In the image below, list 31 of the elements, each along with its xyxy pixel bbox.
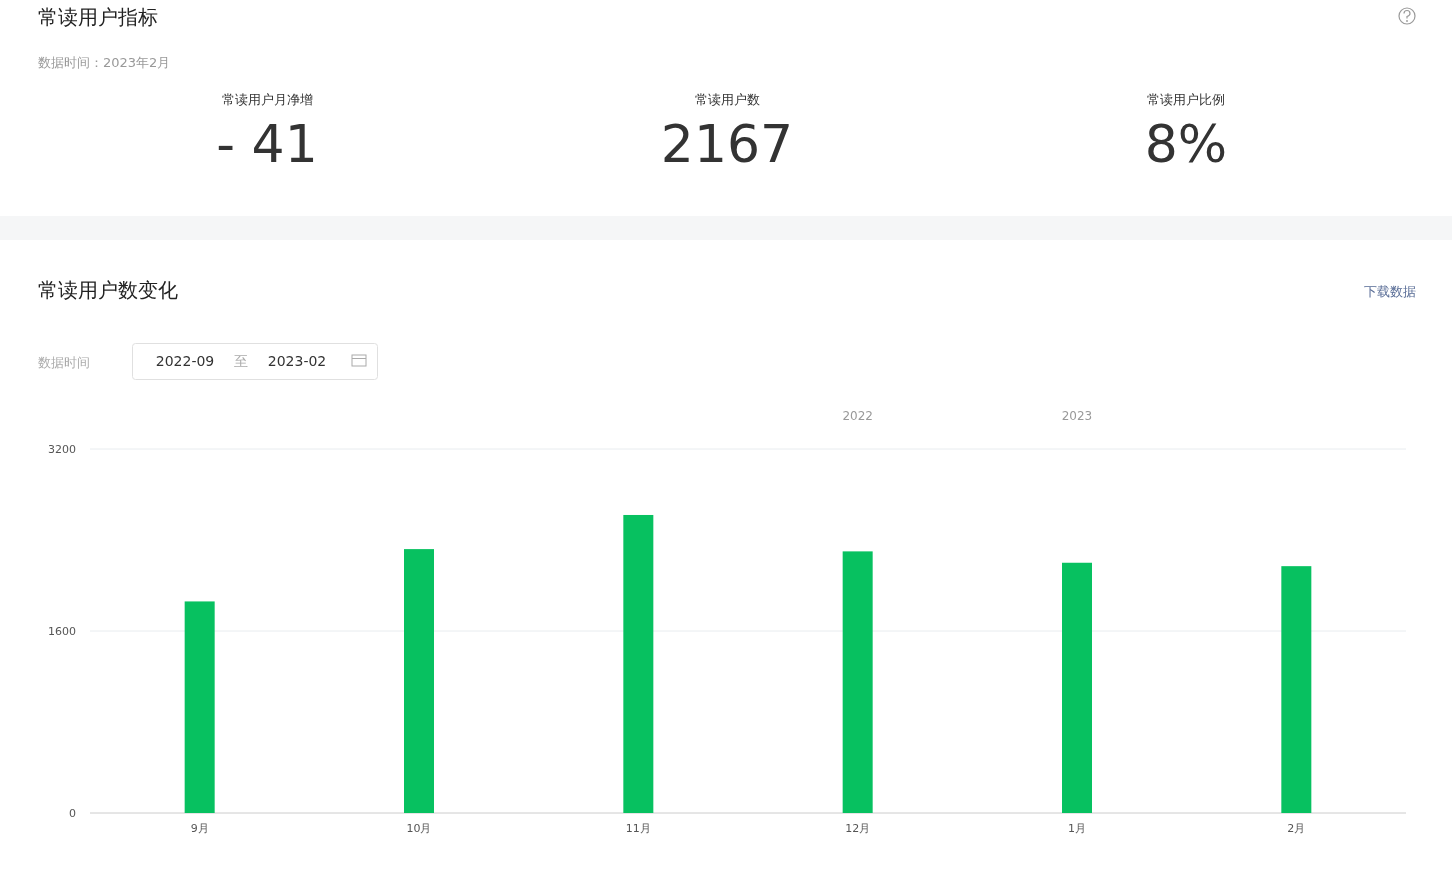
text: 8% — [1144, 114, 1228, 174]
x-tick-label: 12月 — [845, 822, 871, 835]
text: 2167 — [660, 114, 794, 174]
bar — [1062, 562, 1092, 813]
y-tick-label: 3200 — [48, 443, 76, 456]
text: 至 — [234, 353, 248, 369]
y-tick-label: 1600 — [48, 625, 76, 638]
text: 数据时间 — [38, 355, 90, 370]
bar — [1281, 566, 1312, 813]
bar — [404, 549, 434, 813]
x-tick-label: 11月 — [625, 822, 651, 835]
category-label: 常读用户比例 — [1147, 92, 1225, 107]
category-label: 常读用户月净增 — [221, 92, 313, 107]
bar — [842, 551, 873, 813]
text: 数据时间：2023年2月 — [38, 55, 171, 70]
x-tick-label: 2月 — [1287, 822, 1306, 835]
text: - 41 — [216, 114, 318, 174]
text: 2022-09 — [155, 353, 215, 369]
x-tick-label: 1月 — [1068, 822, 1086, 835]
x-tick-label: 10月 — [406, 822, 432, 835]
text: 常读用户指标 — [38, 5, 158, 29]
chart-title: 常读用户数变化 — [38, 278, 178, 302]
text: 下载数据 — [1364, 284, 1416, 299]
text: 2023-02 — [267, 353, 327, 369]
bar — [623, 514, 654, 813]
bar — [184, 601, 215, 813]
text: 2023 — [1061, 409, 1093, 423]
text: 2022 — [842, 409, 873, 423]
category-label: 常读用户数 — [694, 92, 760, 107]
x-tick-label: 9月 — [190, 822, 209, 835]
y-tick-label: 0 — [69, 807, 76, 820]
